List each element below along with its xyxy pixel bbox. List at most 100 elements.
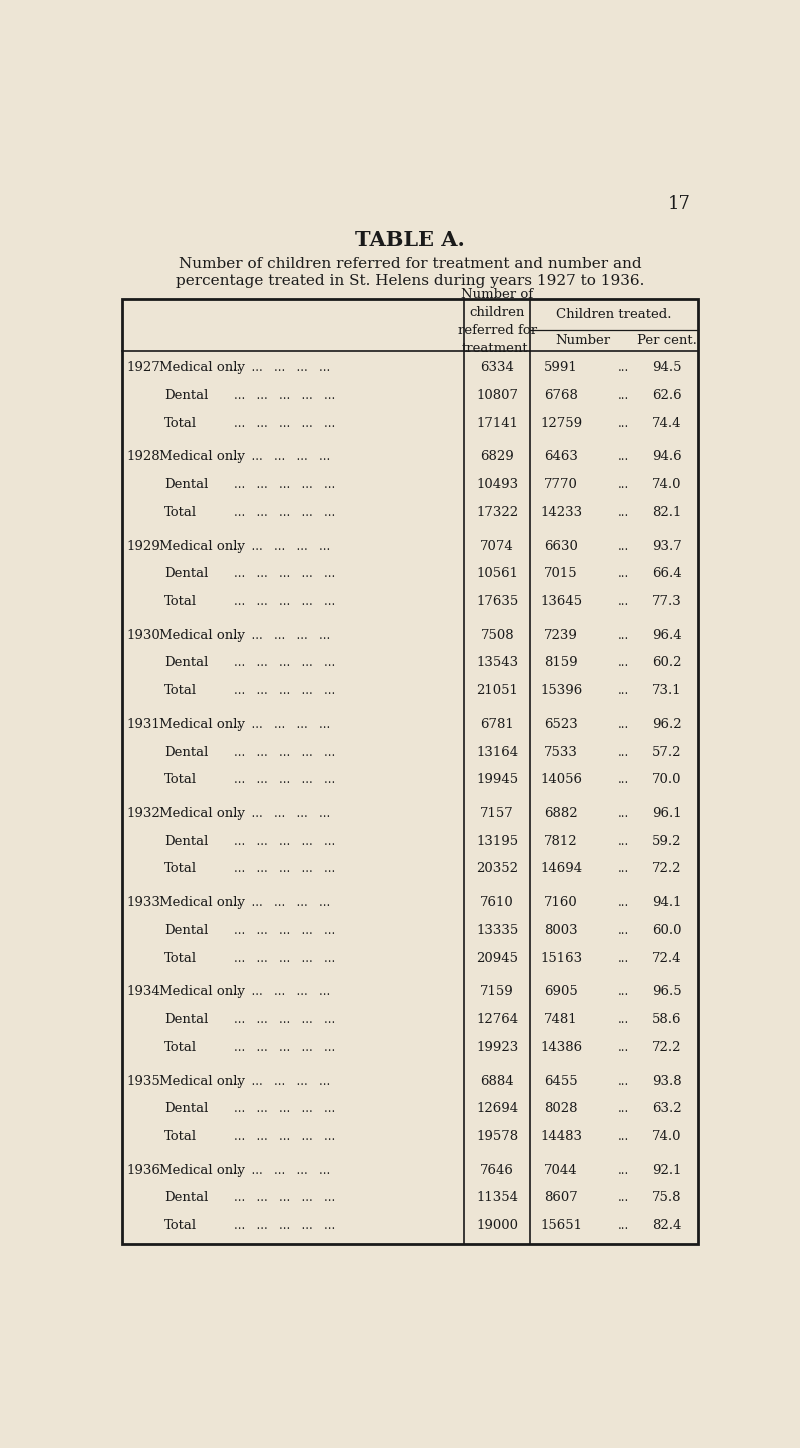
Text: ...: ... [618, 896, 630, 909]
Text: 13195: 13195 [476, 835, 518, 847]
Text: 7770: 7770 [544, 478, 578, 491]
Text: ...   ...   ...   ...   ...: ... ... ... ... ... [234, 1219, 335, 1232]
Text: 17635: 17635 [476, 595, 518, 608]
Text: 1932: 1932 [126, 807, 160, 820]
Text: Total: Total [164, 1219, 198, 1232]
Text: 17322: 17322 [476, 505, 518, 518]
Text: 1936: 1936 [126, 1164, 160, 1177]
Text: ...: ... [618, 986, 630, 999]
Text: 7533: 7533 [544, 746, 578, 759]
Text: 6455: 6455 [544, 1074, 578, 1087]
Text: ...   ...   ...   ...   ...: ... ... ... ... ... [229, 807, 330, 820]
Text: 72.2: 72.2 [652, 1041, 682, 1054]
Text: 6523: 6523 [544, 718, 578, 731]
Text: ...   ...   ...   ...   ...: ... ... ... ... ... [234, 568, 335, 581]
Text: Per cent.: Per cent. [637, 334, 697, 348]
Text: 1930: 1930 [126, 628, 160, 641]
Text: Number of
children
referred for
treatment.: Number of children referred for treatmen… [458, 288, 537, 356]
Text: ...   ...   ...   ...   ...: ... ... ... ... ... [234, 1102, 335, 1115]
Text: 19000: 19000 [476, 1219, 518, 1232]
Text: ...: ... [618, 628, 630, 641]
Text: Dental: Dental [164, 835, 209, 847]
Text: Dental: Dental [164, 478, 209, 491]
Text: ...: ... [618, 361, 630, 374]
Text: 60.0: 60.0 [652, 924, 682, 937]
Text: Total: Total [164, 683, 198, 696]
Text: Dental: Dental [164, 1192, 209, 1205]
Text: 12759: 12759 [540, 417, 582, 430]
Text: 74.0: 74.0 [652, 1129, 682, 1142]
Text: Total: Total [164, 863, 198, 876]
Text: 94.1: 94.1 [652, 896, 682, 909]
Bar [122, 300, 698, 1244]
Text: 15651: 15651 [540, 1219, 582, 1232]
Text: 62.6: 62.6 [652, 390, 682, 403]
Text: 1934: 1934 [126, 986, 160, 999]
Text: ...: ... [618, 1074, 630, 1087]
Text: ...: ... [618, 450, 630, 463]
Text: 7239: 7239 [544, 628, 578, 641]
Text: 8028: 8028 [544, 1102, 578, 1115]
Text: Children treated.: Children treated. [557, 308, 672, 321]
Text: ...   ...   ...   ...   ...: ... ... ... ... ... [234, 656, 335, 669]
Text: Dental: Dental [164, 656, 209, 669]
Text: ...   ...   ...   ...   ...: ... ... ... ... ... [234, 863, 335, 876]
Text: 13645: 13645 [540, 595, 582, 608]
Text: 82.1: 82.1 [652, 505, 682, 518]
Text: 17141: 17141 [476, 417, 518, 430]
Text: ...   ...   ...   ...   ...: ... ... ... ... ... [234, 683, 335, 696]
Text: Total: Total [164, 773, 198, 786]
Text: ...   ...   ...   ...   ...: ... ... ... ... ... [229, 718, 330, 731]
Text: Number of children referred for treatment and number and: Number of children referred for treatmen… [178, 256, 642, 271]
Text: ...   ...   ...   ...   ...: ... ... ... ... ... [229, 1164, 330, 1177]
Text: Medical only: Medical only [159, 361, 245, 374]
Text: ...   ...   ...   ...   ...: ... ... ... ... ... [234, 478, 335, 491]
Text: ...: ... [618, 1192, 630, 1205]
Text: 1929: 1929 [126, 540, 160, 553]
Text: ...: ... [618, 746, 630, 759]
Text: ...   ...   ...   ...   ...: ... ... ... ... ... [234, 924, 335, 937]
Text: ...: ... [618, 683, 630, 696]
Text: ...   ...   ...   ...   ...: ... ... ... ... ... [234, 390, 335, 403]
Text: Dental: Dental [164, 746, 209, 759]
Text: Dental: Dental [164, 568, 209, 581]
Text: ...: ... [618, 951, 630, 964]
Text: 7481: 7481 [544, 1014, 578, 1027]
Text: ...   ...   ...   ...   ...: ... ... ... ... ... [229, 896, 330, 909]
Text: 19923: 19923 [476, 1041, 518, 1054]
Text: 58.6: 58.6 [652, 1014, 682, 1027]
Text: Total: Total [164, 1041, 198, 1054]
Text: ...   ...   ...   ...   ...: ... ... ... ... ... [234, 595, 335, 608]
Text: ...: ... [618, 568, 630, 581]
Text: 7074: 7074 [480, 540, 514, 553]
Text: 72.4: 72.4 [652, 951, 682, 964]
Text: 7610: 7610 [480, 896, 514, 909]
Text: ...: ... [618, 835, 630, 847]
Text: 8607: 8607 [544, 1192, 578, 1205]
Text: 73.1: 73.1 [652, 683, 682, 696]
Text: Total: Total [164, 505, 198, 518]
Text: Number: Number [555, 334, 610, 348]
Text: 7508: 7508 [480, 628, 514, 641]
Text: 19945: 19945 [476, 773, 518, 786]
Text: 13164: 13164 [476, 746, 518, 759]
Text: Medical only: Medical only [159, 1164, 245, 1177]
Text: 57.2: 57.2 [652, 746, 682, 759]
Text: 1933: 1933 [126, 896, 160, 909]
Text: Dental: Dental [164, 1014, 209, 1027]
Text: 8159: 8159 [544, 656, 578, 669]
Text: Total: Total [164, 951, 198, 964]
Text: ...   ...   ...   ...   ...: ... ... ... ... ... [234, 505, 335, 518]
Text: 66.4: 66.4 [652, 568, 682, 581]
Text: 7044: 7044 [544, 1164, 578, 1177]
Text: 7157: 7157 [480, 807, 514, 820]
Text: 7812: 7812 [544, 835, 578, 847]
Text: Dental: Dental [164, 924, 209, 937]
Text: 1928: 1928 [126, 450, 160, 463]
Text: 70.0: 70.0 [652, 773, 682, 786]
Text: Medical only: Medical only [159, 986, 245, 999]
Text: 21051: 21051 [476, 683, 518, 696]
Text: Medical only: Medical only [159, 718, 245, 731]
Text: 20352: 20352 [476, 863, 518, 876]
Text: 7159: 7159 [480, 986, 514, 999]
